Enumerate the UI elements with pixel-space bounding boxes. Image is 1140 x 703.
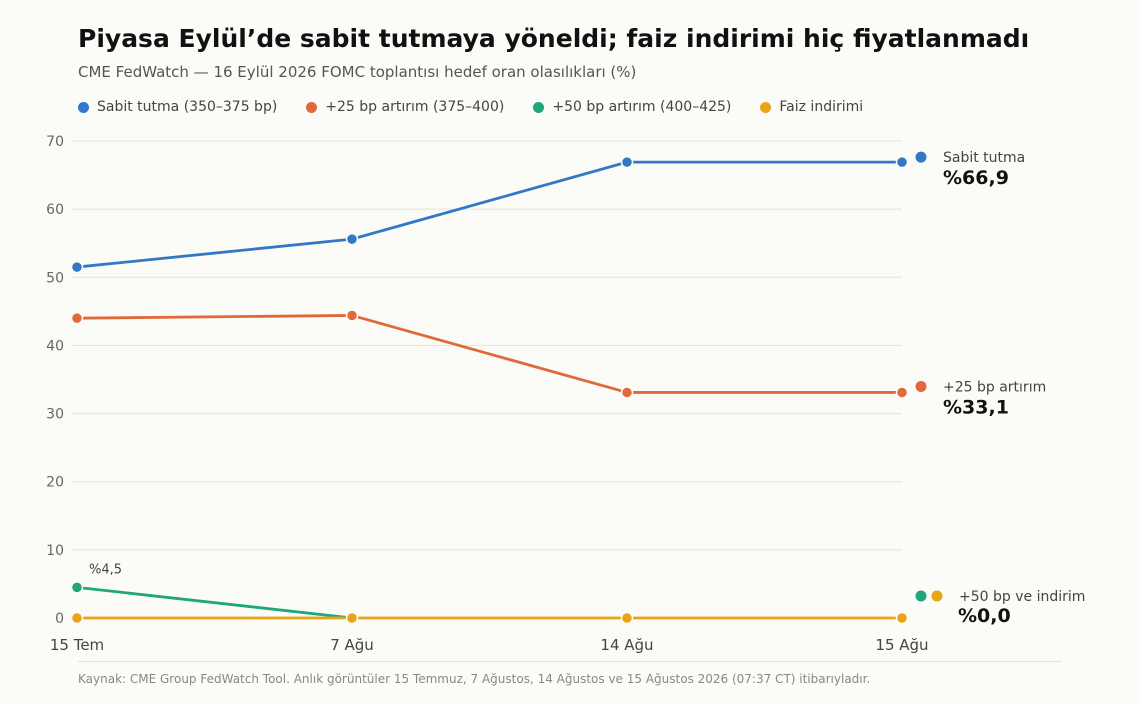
end-dot-hike50 — [915, 590, 927, 602]
legend-item-cut: Faiz indirimi — [760, 99, 863, 115]
end-label-other-name: +50 bp ve indirim — [959, 589, 1085, 605]
x-tick-0: 15 Tem — [50, 636, 104, 654]
point-cut-3 — [895, 611, 909, 625]
legend-label-hike25: +25 bp artırım (375–400) — [325, 99, 505, 115]
end-dot-cut — [931, 590, 943, 602]
end-label-hike25-name: +25 bp artırım — [943, 379, 1046, 395]
legend-item-hold: Sabit tutma (350–375 bp) — [78, 99, 277, 115]
end-dot-hike25 — [915, 380, 927, 392]
end-label-other-value: %0,0 — [958, 605, 1011, 627]
legend-label-hike50: +50 bp artırım (400–425) — [552, 99, 732, 115]
source-note: Kaynak: CME Group FedWatch Tool. Anlık g… — [78, 672, 871, 686]
y-axis-ticks: 0 10 20 30 40 50 60 70 — [46, 134, 64, 627]
x-axis-ticks: 15 Tem 7 Ağu 14 Ağu 15 Ağu — [50, 636, 929, 654]
y-tick-20: 20 — [46, 475, 64, 491]
legend-label-cut: Faiz indirimi — [779, 99, 864, 115]
y-tick-60: 60 — [46, 202, 64, 218]
y-tick-0: 0 — [55, 611, 64, 627]
legend-item-hike25: +25 bp artırım (375–400) — [306, 99, 504, 115]
point-hold-1 — [345, 232, 359, 246]
legend-item-hike50: +50 bp artırım (400–425) — [533, 99, 731, 115]
y-tick-40: 40 — [46, 338, 64, 354]
series-line-hike50 — [76, 585, 353, 620]
series-line-hike25 — [76, 314, 902, 394]
x-tick-1: 7 Ağu — [330, 636, 374, 654]
end-label-hold-value: %66,9 — [943, 167, 1009, 189]
legend-dot-hold — [78, 101, 89, 113]
point-hold-3 — [895, 155, 909, 169]
y-tick-70: 70 — [46, 134, 64, 150]
point-cut-1 — [345, 611, 359, 625]
point-hike25-1 — [345, 309, 359, 322]
y-tick-30: 30 — [46, 407, 64, 423]
legend-dot-hike50 — [533, 101, 545, 113]
chart-title: Piyasa Eylül’de sabit tutmaya yöneldi; f… — [78, 24, 1030, 53]
legend-dot-hike25 — [306, 101, 318, 113]
footer-divider — [78, 661, 1062, 662]
x-tick-3: 15 Ağu — [875, 636, 928, 654]
end-label-hike25-value: %33,1 — [943, 396, 1009, 418]
end-dot-hold — [915, 151, 927, 163]
legend-dot-cut — [760, 101, 772, 113]
end-label-hold-name: Sabit tutma — [943, 150, 1025, 166]
point-hike50-0 — [70, 581, 84, 594]
x-tick-2: 14 Ağu — [600, 636, 653, 654]
point-hike25-2 — [620, 386, 634, 399]
end-labels: Sabit tutma %66,9 +25 bp artırım %33,1 +… — [915, 150, 1085, 627]
point-cut-2 — [620, 611, 634, 625]
chart-subtitle: CME FedWatch — 16 Eylül 2026 FOMC toplan… — [78, 63, 637, 81]
legend: Sabit tutma (350–375 bp) +25 bp artırım … — [78, 99, 863, 115]
point-hike25-0 — [70, 311, 84, 325]
point-hold-0 — [70, 260, 84, 274]
legend-label-hold: Sabit tutma (350–375 bp) — [97, 99, 278, 115]
point-hike25-3 — [895, 386, 909, 399]
point-hold-2 — [620, 155, 634, 169]
point-cut-0 — [70, 611, 84, 625]
series-line-hold — [76, 160, 902, 269]
y-tick-10: 10 — [46, 543, 64, 559]
series-points — [70, 155, 909, 625]
grid-lines — [72, 140, 902, 619]
annotation-hike50-start: %4,5 — [89, 562, 122, 577]
series-lines — [76, 160, 902, 620]
y-tick-50: 50 — [46, 270, 64, 286]
